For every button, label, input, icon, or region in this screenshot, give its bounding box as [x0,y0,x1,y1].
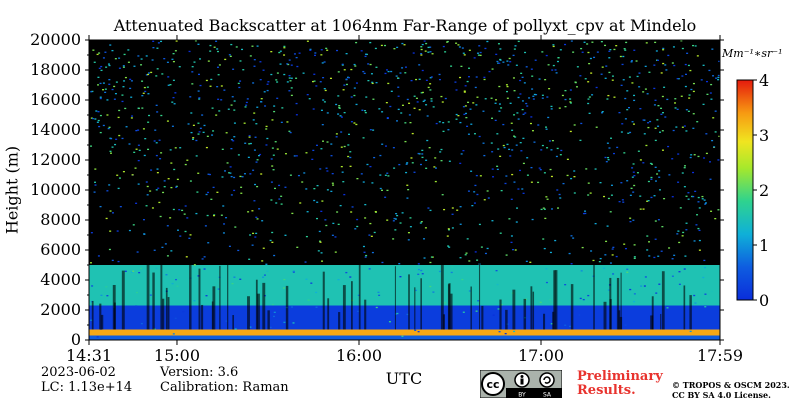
results-text: Results. [577,383,636,398]
svg-text:SA: SA [543,392,552,399]
plot-area [89,40,720,340]
y-axis-label: Height (m) [2,145,22,235]
y-tick-label: 2000 [40,300,81,319]
colorbar-gradient [736,79,754,301]
y-tick-label: 6000 [40,240,81,259]
colorbar-tick-label: 2 [759,181,769,200]
cc-by-sa-logo: cc BY SA [480,370,562,398]
lc-text: LC: 1.13e+14 [41,380,133,395]
x-tick-label: 15:00 [154,346,200,365]
backscatter-layer-2 [89,305,720,330]
y-tick-label: 10000 [30,180,81,199]
x-tick-label: 17:59 [697,346,743,365]
calibration-text: Calibration: Raman [160,380,289,395]
x-tick-label: 14:31 [66,346,112,365]
svg-text:BY: BY [518,392,526,399]
y-tick-label: 4000 [40,270,81,289]
y-tick-label: 12000 [30,150,81,169]
license-text: CC BY SA 4.0 License. [672,390,771,400]
x-axis-label: UTC [385,369,423,388]
axes: 0 2000 4000 6000 8000 10000 12000 14000 16000 180… [30,30,743,365]
sa-icon [539,372,555,388]
y-tick-label: 20000 [30,30,81,49]
colorbar-tick-label: 3 [759,126,769,145]
copyright-text: © TROPOS & OSCM 2023. [672,380,790,390]
colorbar: 0 1 2 3 4 [736,71,769,310]
y-tick-label: 0 [71,330,81,349]
svg-text:cc: cc [486,378,499,391]
colorbar-tick-label: 4 [759,71,769,90]
colorbar-unit: Mm⁻¹∗sr⁻¹ [722,47,783,60]
y-tick-label: 18000 [30,60,81,79]
preliminary-text: Preliminary [577,369,663,384]
cc-icon [481,372,505,396]
y-tick-label: 8000 [40,210,81,229]
date-text: 2023-06-02 [41,365,116,380]
colorbar-tick-label: 0 [759,291,769,310]
backscatter-layer-1 [89,329,720,336]
version-text: Version: 3.6 [160,365,239,380]
signal-texture [89,40,720,338]
backscatter-layer-3 [89,265,720,306]
colorbar-tick-label: 1 [759,236,769,255]
x-tick-label: 17:00 [518,346,564,365]
chart-title: Attenuated Backscatter at 1064nm Far-Ran… [113,16,697,35]
y-tick-label: 14000 [30,120,81,139]
x-tick-label: 16:00 [336,346,382,365]
y-tick-label: 16000 [30,90,81,109]
backscatter-layer-0 [89,335,720,340]
